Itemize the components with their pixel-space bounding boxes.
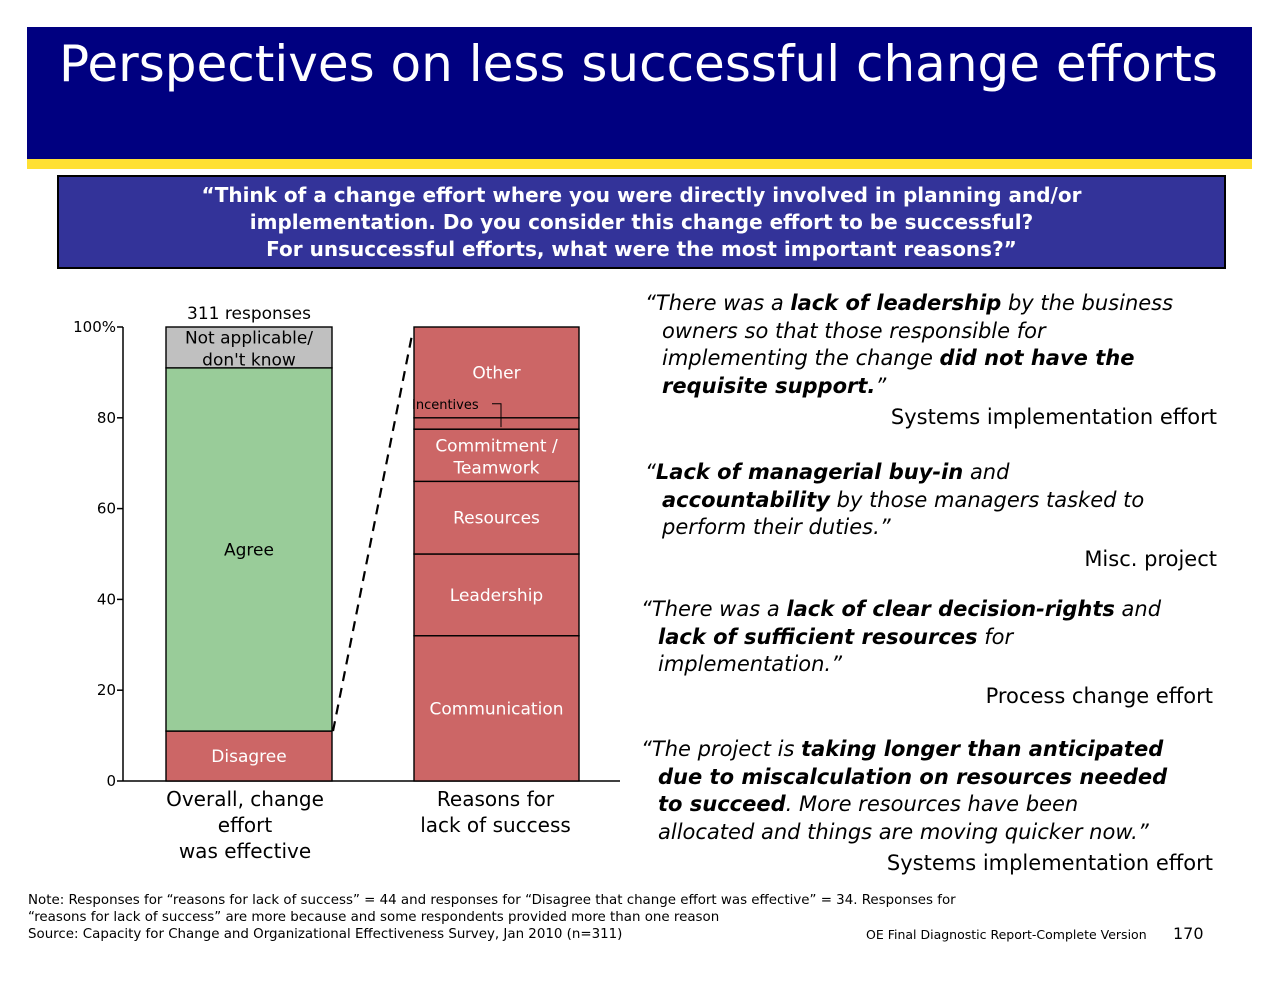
- survey-question-line-3: For unsuccessful efforts, what were the …: [266, 236, 1017, 261]
- footnote-line-1: Note: Responses for “reasons for lack of…: [28, 893, 956, 908]
- quote-1: “There was a lack of leadership by the b…: [645, 290, 1173, 400]
- quote-line: accountability by those managers tasked …: [645, 487, 1144, 515]
- data-label: Disagree: [211, 747, 286, 767]
- quote-emphasis: to succeed: [658, 792, 786, 816]
- quote-emphasis: Lack of managerial buy-in: [655, 460, 964, 484]
- category-label: Reasons for: [437, 787, 555, 811]
- data-label: Communication: [430, 699, 564, 719]
- footnote-line-2: “reasons for lack of success” are more b…: [28, 910, 720, 925]
- quote-line: owners so that those responsible for: [645, 318, 1173, 346]
- responses-annotation: 311 responses: [187, 304, 311, 324]
- y-tick-label: 40: [97, 590, 116, 608]
- data-label-line: Teamwork: [452, 458, 539, 478]
- quote-emphasis: taking longer than anticipated: [801, 737, 1164, 761]
- bar-segment: [413, 326, 580, 419]
- quote-text: for: [977, 624, 1014, 649]
- y-tick-label: 0: [106, 772, 116, 790]
- bar-segment: [165, 326, 333, 369]
- data-label: Incentives: [412, 398, 479, 413]
- category-label: Overall, change: [166, 787, 324, 811]
- quote-2: “Lack of managerial buy-in and accountabi…: [645, 459, 1144, 542]
- quote-line: “Lack of managerial buy-in and: [645, 459, 1144, 487]
- quote-emphasis: due to miscalculation on resources neede…: [658, 764, 1168, 789]
- quote-text: implementation.”: [658, 652, 842, 676]
- y-tick-label: 100%: [73, 318, 116, 336]
- stacked-bar-chart: 0 20 40 60 80 100% Disagree Agree Not applicable…: [73, 304, 620, 863]
- quote-text: by those managers tasked to: [829, 487, 1145, 512]
- bar-segment: [413, 635, 580, 782]
- quote-emphasis: did not have the: [939, 346, 1135, 370]
- y-tick-label: 20: [97, 681, 116, 699]
- quote-text: and: [963, 460, 1010, 484]
- title-accent-rule: [27, 159, 1252, 169]
- quote-text: ”: [875, 373, 887, 398]
- y-tick-label: 60: [97, 500, 116, 518]
- quote-line: implementing the change did not have the: [645, 345, 1173, 373]
- data-label: Agree: [224, 540, 274, 560]
- quote-line: allocated and things are moving quicker …: [641, 819, 1167, 847]
- quote-text: by the business: [1001, 291, 1174, 315]
- quote-3-source: Process change effort: [985, 684, 1213, 708]
- quote-line: “There was a lack of leadership by the b…: [645, 290, 1173, 318]
- y-tick-label: 80: [97, 409, 116, 427]
- quote-line: lack of sufficient resources for: [641, 624, 1161, 652]
- data-label: Not applicable/don't know: [185, 328, 313, 370]
- quote-text: . More resources have been: [785, 792, 1079, 816]
- footnote: Note: Responses for “reasons for lack of…: [28, 892, 1088, 943]
- quote-text: “There was a: [641, 597, 787, 621]
- bar-segment: [413, 428, 580, 483]
- category-label: lack of success: [420, 813, 571, 837]
- category-label: was effective: [179, 839, 311, 863]
- quote-text: owners so that those responsible for: [662, 318, 1046, 343]
- data-label: Leadership: [450, 586, 543, 606]
- incentives-leader-line: [492, 403, 502, 428]
- data-label-line: Commitment /: [435, 436, 558, 456]
- quote-line: “The project is taking longer than antic…: [641, 736, 1167, 764]
- footnote-source: Source: Capacity for Change and Organiza…: [28, 927, 623, 942]
- quote-line: implementation.”: [641, 651, 1161, 679]
- quote-text: “There was a: [645, 291, 791, 315]
- bar-segment: [165, 730, 333, 782]
- quote-line: to succeed. More resources have been: [641, 791, 1167, 819]
- quote-emphasis: requisite support.: [662, 373, 876, 398]
- category-label: effort: [218, 813, 273, 837]
- quote-3: “There was a lack of clear decision-righ…: [641, 596, 1161, 679]
- quote-emphasis: lack of sufficient resources: [658, 624, 978, 649]
- quote-text: implementing the change: [662, 346, 940, 370]
- survey-question-line-2: implementation. Do you consider this cha…: [249, 209, 1034, 234]
- quote-text: and: [1114, 597, 1162, 621]
- bar-segment: [165, 367, 333, 732]
- data-label-line: Not applicable/: [185, 328, 313, 348]
- quote-emphasis: lack of leadership: [790, 291, 1002, 315]
- quote-4-source: Systems implementation effort: [886, 851, 1213, 875]
- data-label: Other: [472, 363, 520, 383]
- quote-text: perform their duties.”: [662, 515, 891, 539]
- quote-text: “: [645, 460, 656, 484]
- quote-text: allocated and things are moving quicker …: [658, 819, 1149, 844]
- page-number: 170: [1173, 924, 1204, 943]
- disagree-connector: [331, 334, 414, 732]
- title-band: Perspectives on less successful change e…: [27, 27, 1252, 159]
- survey-question-line-1: “Think of a change effort where you were…: [201, 182, 1082, 207]
- data-label-line: don't know: [202, 350, 296, 370]
- report-name: OE Final Diagnostic Report-Complete Vers…: [866, 927, 1147, 942]
- quote-4: “The project is taking longer than antic…: [641, 736, 1167, 846]
- quote-line: “There was a lack of clear decision-righ…: [641, 596, 1161, 624]
- bar-segment: [413, 553, 580, 637]
- data-label: Resources: [453, 509, 540, 529]
- page-title: Perspectives on less successful change e…: [59, 35, 1218, 93]
- data-label: Commitment / Teamwork: [435, 436, 558, 478]
- quote-line: requisite support.”: [645, 373, 1173, 401]
- quote-2-source: Misc. project: [1084, 547, 1217, 571]
- quote-line: perform their duties.”: [645, 514, 1144, 542]
- quote-emphasis: lack of clear decision-rights: [786, 597, 1115, 621]
- quote-1-source: Systems implementation effort: [890, 405, 1217, 429]
- quote-text: “The project is: [641, 737, 802, 761]
- quote-line: due to miscalculation on resources neede…: [641, 764, 1167, 792]
- bar-segment: [413, 417, 580, 430]
- quote-emphasis: accountability: [662, 487, 830, 512]
- bar-segment: [413, 480, 580, 555]
- survey-question-box: “Think of a change effort where you were…: [57, 175, 1226, 269]
